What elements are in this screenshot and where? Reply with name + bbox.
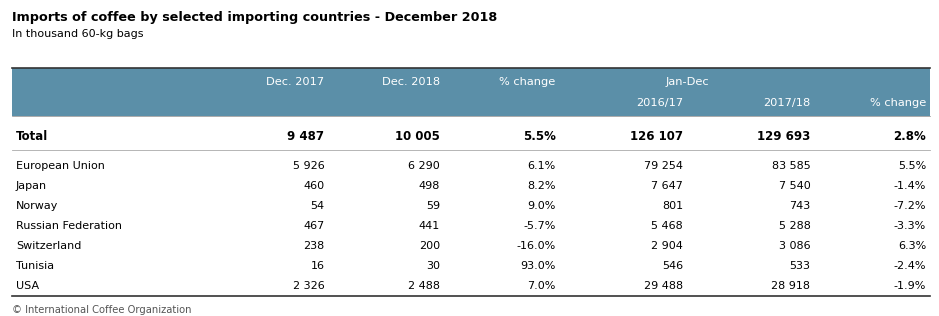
Text: Jan-Dec: Jan-Dec <box>665 77 709 88</box>
Text: 2.8%: 2.8% <box>893 131 926 143</box>
Text: -2.4%: -2.4% <box>894 261 926 271</box>
Text: 546: 546 <box>662 261 683 271</box>
Text: © International Coffee Organization: © International Coffee Organization <box>12 305 192 315</box>
Text: 2017/18: 2017/18 <box>763 98 810 107</box>
Text: 10 005: 10 005 <box>395 131 440 143</box>
Text: -7.2%: -7.2% <box>894 201 926 211</box>
Text: 79 254: 79 254 <box>644 161 683 171</box>
Text: 16: 16 <box>311 261 325 271</box>
Text: 28 918: 28 918 <box>772 281 810 291</box>
Text: % change: % change <box>500 77 556 88</box>
Text: Dec. 2018: Dec. 2018 <box>382 77 440 88</box>
Text: 5 926: 5 926 <box>293 161 325 171</box>
Text: 8.2%: 8.2% <box>527 181 556 191</box>
Text: Tunisia: Tunisia <box>16 261 54 271</box>
Text: Japan: Japan <box>16 181 47 191</box>
Text: 743: 743 <box>789 201 810 211</box>
Text: -3.3%: -3.3% <box>894 221 926 231</box>
Text: Norway: Norway <box>16 201 58 211</box>
Text: 2016/17: 2016/17 <box>636 98 683 107</box>
Text: 533: 533 <box>790 261 810 271</box>
Text: 6.1%: 6.1% <box>528 161 556 171</box>
Text: 54: 54 <box>310 201 325 211</box>
Text: USA: USA <box>16 281 39 291</box>
Text: 2 488: 2 488 <box>408 281 440 291</box>
Text: 9 487: 9 487 <box>287 131 325 143</box>
Text: 93.0%: 93.0% <box>520 261 556 271</box>
Text: 441: 441 <box>419 221 440 231</box>
Text: 29 488: 29 488 <box>644 281 683 291</box>
Text: 5.5%: 5.5% <box>523 131 556 143</box>
Text: 9.0%: 9.0% <box>528 201 556 211</box>
Text: 5.5%: 5.5% <box>898 161 926 171</box>
Text: 2 904: 2 904 <box>651 241 683 251</box>
Text: 200: 200 <box>419 241 440 251</box>
Text: 3 086: 3 086 <box>778 241 810 251</box>
Text: 460: 460 <box>303 181 325 191</box>
Text: Russian Federation: Russian Federation <box>16 221 122 231</box>
Text: 83 585: 83 585 <box>772 161 810 171</box>
Text: 5 468: 5 468 <box>652 221 683 231</box>
Text: 467: 467 <box>303 221 325 231</box>
Text: Switzerland: Switzerland <box>16 241 82 251</box>
Text: Total: Total <box>16 131 48 143</box>
Text: -1.4%: -1.4% <box>894 181 926 191</box>
Text: 6.3%: 6.3% <box>898 241 926 251</box>
Text: 126 107: 126 107 <box>630 131 683 143</box>
Text: 801: 801 <box>662 201 683 211</box>
Text: 238: 238 <box>303 241 325 251</box>
Text: 7 540: 7 540 <box>778 181 810 191</box>
Text: Dec. 2017: Dec. 2017 <box>267 77 325 88</box>
Text: Imports of coffee by selected importing countries - December 2018: Imports of coffee by selected importing … <box>12 11 498 25</box>
Text: 59: 59 <box>426 201 440 211</box>
Text: 129 693: 129 693 <box>757 131 810 143</box>
Text: European Union: European Union <box>16 161 105 171</box>
Text: 30: 30 <box>426 261 440 271</box>
Text: 498: 498 <box>419 181 440 191</box>
Text: 5 288: 5 288 <box>778 221 810 231</box>
Text: 2 326: 2 326 <box>293 281 325 291</box>
Text: 6 290: 6 290 <box>408 161 440 171</box>
Text: -16.0%: -16.0% <box>516 241 556 251</box>
Text: 7 647: 7 647 <box>651 181 683 191</box>
Text: % change: % change <box>870 98 926 107</box>
Text: In thousand 60-kg bags: In thousand 60-kg bags <box>12 29 144 39</box>
Bar <box>12 68 930 116</box>
Text: 7.0%: 7.0% <box>528 281 556 291</box>
Text: -5.7%: -5.7% <box>523 221 556 231</box>
Text: -1.9%: -1.9% <box>894 281 926 291</box>
